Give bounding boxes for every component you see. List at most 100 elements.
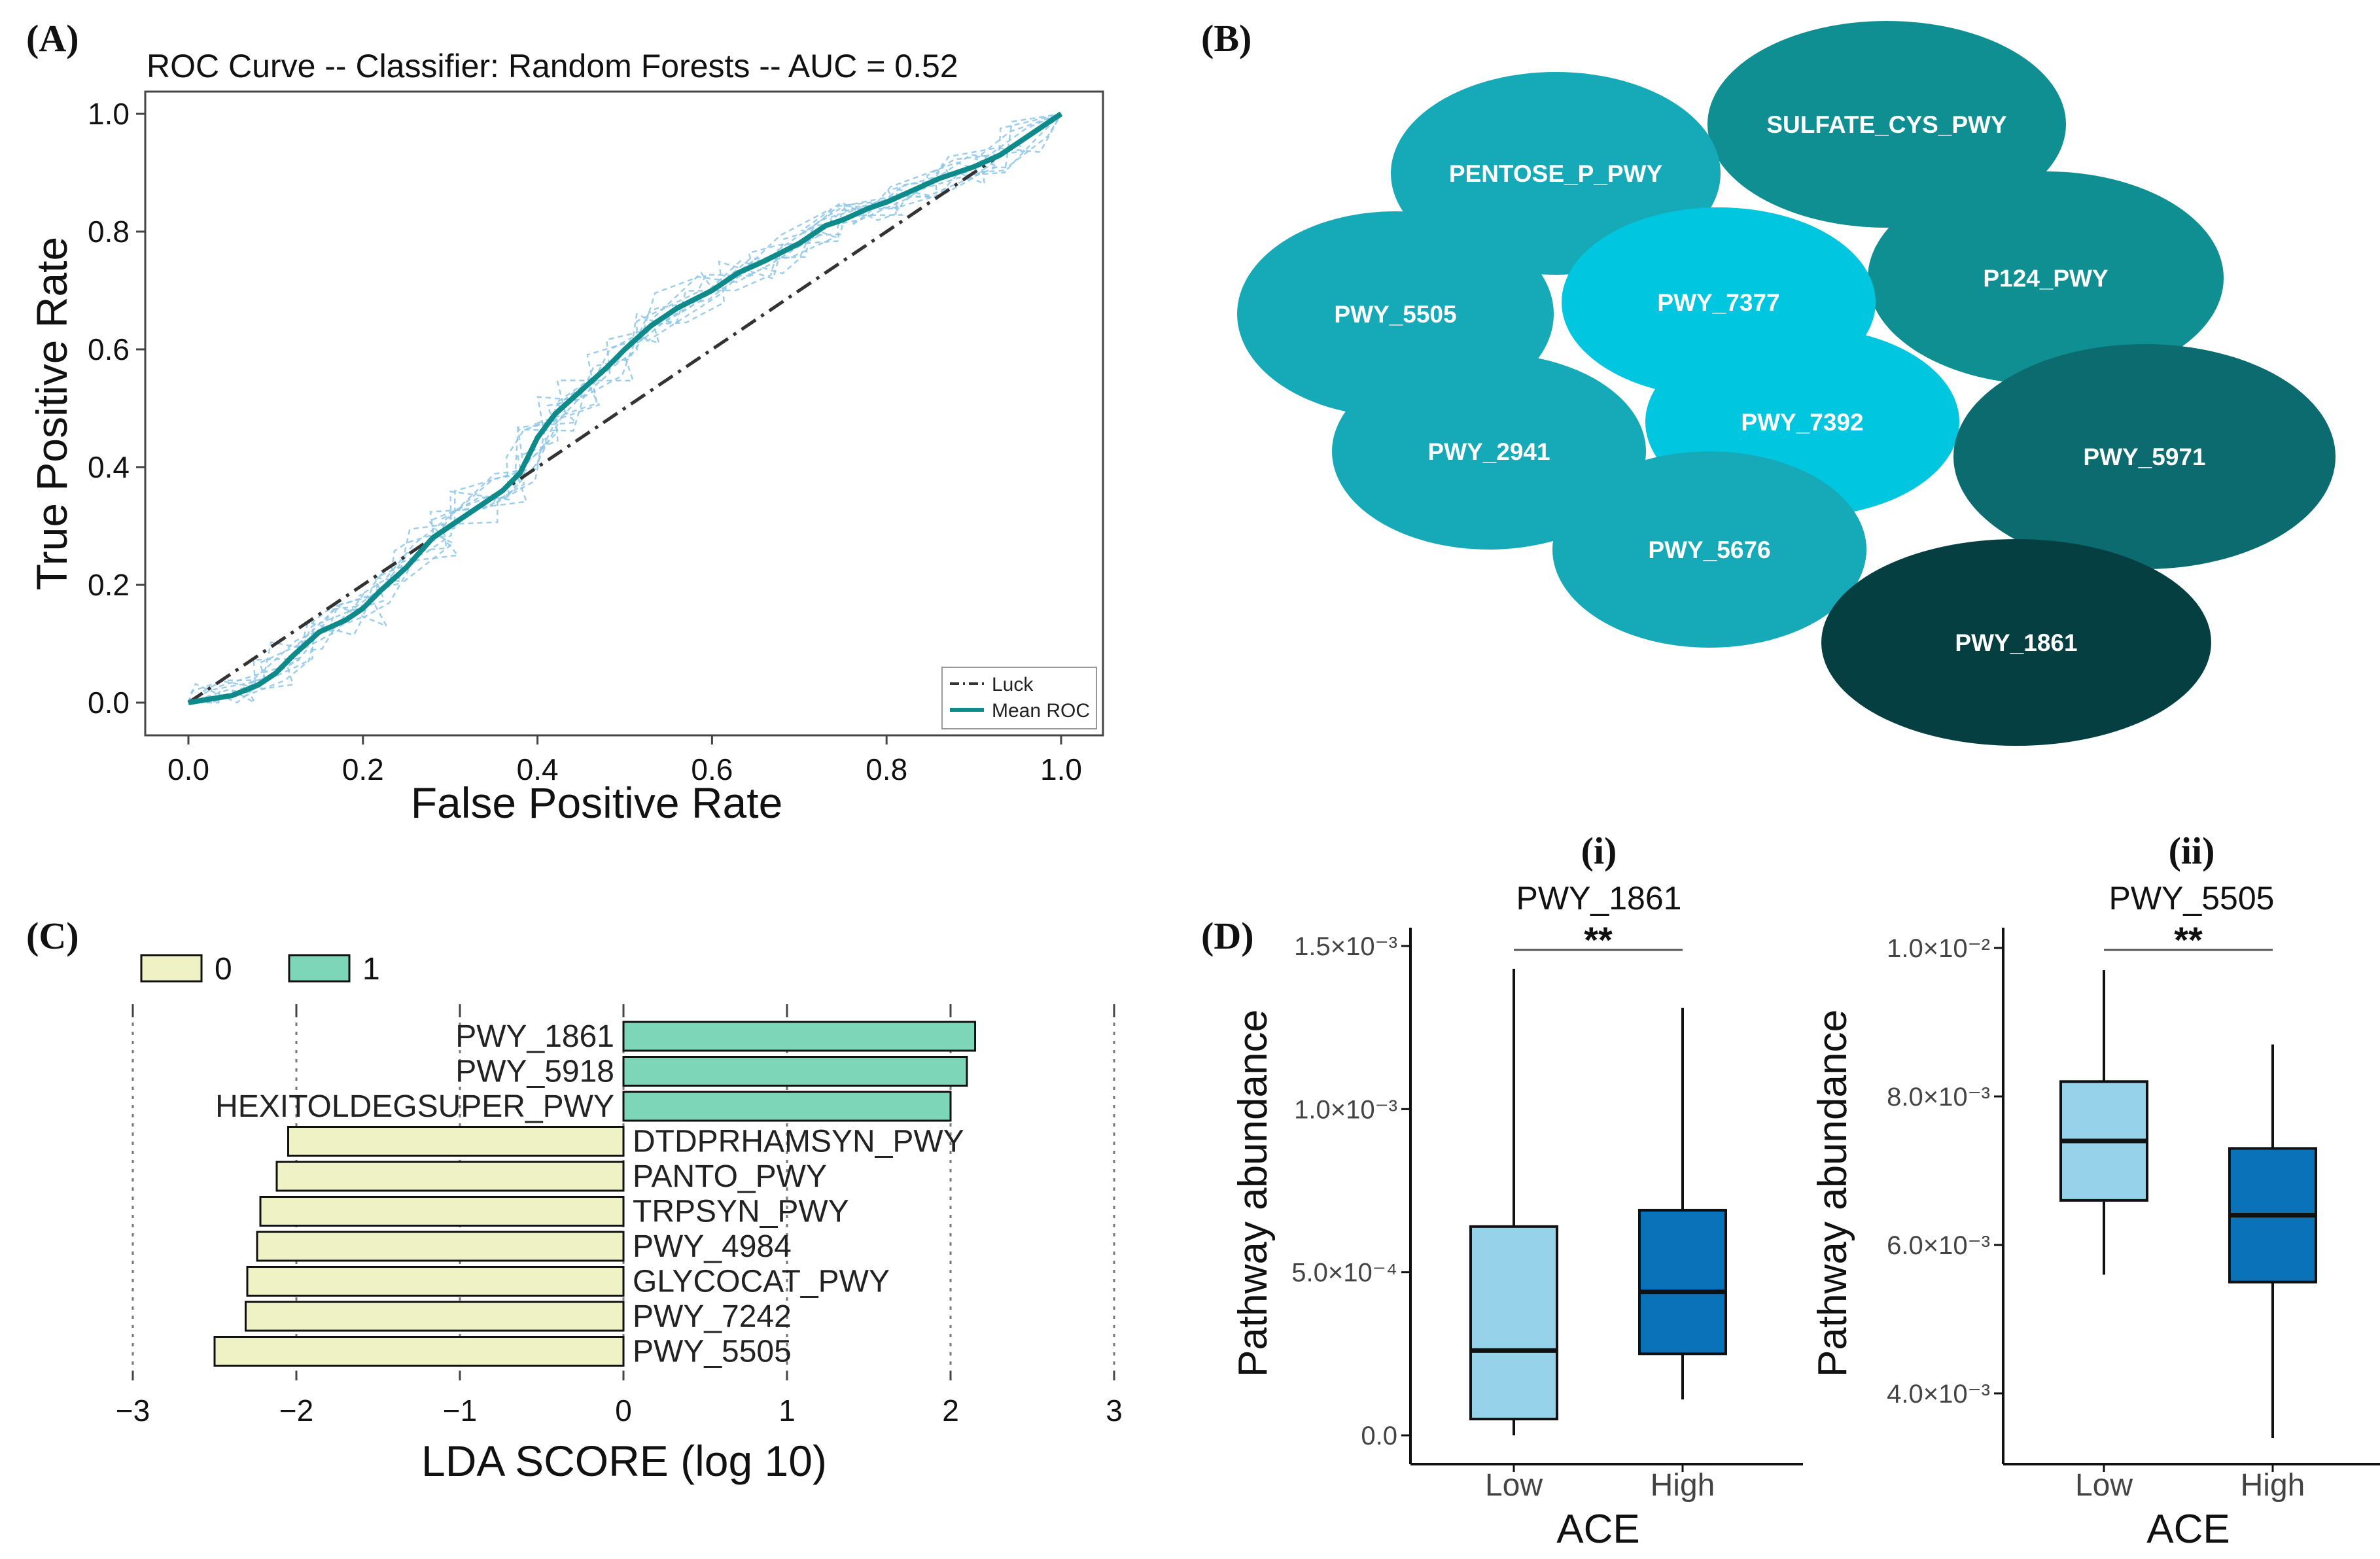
roc-y-tick-label: 0.6: [88, 332, 130, 366]
box-y-tick-label: 8.0×10⁻³: [1887, 1083, 1990, 1112]
bubble-label: P124_PWY: [1983, 265, 2109, 292]
bubble-shape: [1821, 539, 2211, 746]
box-y-tick-label: 0.0: [1361, 1422, 1397, 1450]
panel-c-label: (C): [26, 915, 79, 957]
roc-x-tick-label: 0.0: [167, 752, 209, 786]
lda-bar: [275, 1161, 625, 1192]
subpanel-i-label: (i): [1581, 830, 1617, 872]
panel-a: (A) ROC Curve -- Classifier: Random Fore…: [26, 17, 1104, 827]
bubble-label: PWY_7392: [1741, 409, 1863, 436]
roc-fold-curve: [188, 113, 1062, 705]
bubble-shape: [1953, 344, 2336, 569]
roc-y-ticks: 0.0 0.2 0.4 0.6 0.8 1.0: [88, 97, 145, 720]
lda-x-tick-label: −2: [279, 1393, 313, 1428]
box-y-tick-label: 5.0×10⁻⁴: [1291, 1259, 1397, 1287]
roc-legend-box: [941, 667, 1097, 729]
lda-x-tick-label: 2: [942, 1393, 959, 1428]
box-y-tick-label: 1.0×10⁻³: [1294, 1095, 1397, 1124]
bubble: PWY_1861: [1821, 539, 2211, 746]
lda-bar-label: PWY_5918: [455, 1055, 614, 1089]
legend-group0-label: 0: [215, 952, 232, 987]
box-y-tick-label: 4.0×10⁻³: [1887, 1380, 1990, 1409]
roc-y-tick-label: 0.4: [88, 450, 130, 484]
lda-bar-label: DTDPRHAMSYN_PWY: [633, 1125, 964, 1159]
box-title-pwy-1861: PWY_1861: [1516, 880, 1682, 917]
lda-bar-label: PWY_4984: [633, 1229, 792, 1264]
bubble-shape: [1707, 21, 2066, 228]
box-x-tick-label: Low: [1485, 1468, 1543, 1503]
bubble-label: PENTOSE_P_PWY: [1449, 160, 1663, 187]
lda-bar-label: HEXITOLDEGSUPER_PWY: [215, 1089, 614, 1124]
bubble-label: PWY_5505: [1334, 301, 1456, 328]
boxplot-pwy-5505: 4.0×10⁻³ 6.0×10⁻³ 8.0×10⁻³ 1.0×10⁻² Pathway …: [1810, 919, 2380, 1552]
legend-group0-swatch: [140, 954, 203, 983]
roc-y-tick-label: 0.0: [88, 686, 130, 720]
lda-x-tick-label: 3: [1106, 1393, 1123, 1428]
lda-x-tick-label: 0: [615, 1393, 632, 1428]
bubble: P124_PWY: [1868, 171, 2224, 385]
legend-luck-label: Luck: [992, 674, 1034, 695]
lda-x-axis-label: LDA SCORE (log 10): [421, 1437, 827, 1485]
roc-x-axis-label: False Positive Rate: [411, 779, 783, 827]
roc-x-tick-label: 0.4: [517, 752, 559, 786]
lda-bar-label: PANTO_PWY: [633, 1159, 827, 1194]
lda-bar-label: PWY_1861: [455, 1019, 614, 1054]
panel-b-label: (B): [1201, 17, 1251, 60]
lda-bar: [622, 1091, 952, 1122]
box-x-axis-label: ACE: [1556, 1507, 1639, 1552]
roc-y-axis-label: True Positive Rate: [27, 237, 76, 590]
lda-x-tick-label: −1: [443, 1393, 477, 1428]
roc-y-tick-label: 0.8: [88, 215, 130, 249]
roc-title: ROC Curve -- Classifier: Random Forests …: [147, 48, 958, 84]
panel-b: (B) SULFATE_CYS_PWY PENTOSE_P_PWY P124_PWY…: [1201, 17, 2336, 746]
bubble: PWY_5971: [1953, 344, 2336, 569]
significance-stars: **: [1584, 919, 1613, 960]
legend-group1-swatch: [288, 954, 351, 983]
lda-bar: [213, 1336, 625, 1367]
lda-bar: [287, 1126, 625, 1157]
bubble: PWY_5676: [1552, 451, 1866, 648]
roc-fold-curve: [187, 113, 1062, 704]
lda-legend: 0 1: [140, 952, 380, 987]
box-y-axis-label: Pathway abundance: [1231, 1009, 1276, 1377]
roc-legend: Luck Mean ROC: [941, 667, 1097, 729]
bubble-label: PWY_1861: [1955, 629, 2077, 656]
roc-luck-line: [187, 112, 1062, 705]
box-title-pwy-5505: PWY_5505: [2109, 880, 2275, 917]
box-iqr: [1638, 1208, 1727, 1356]
legend-group1-label: 1: [362, 952, 380, 987]
roc-plot-frame: [144, 90, 1104, 737]
box-y-tick-label: 1.0×10⁻²: [1887, 934, 1990, 963]
box-y-tick-label: 6.0×10⁻³: [1887, 1231, 1990, 1260]
lda-bar-label: TRPSYN_PWY: [633, 1195, 849, 1229]
significance-stars: **: [2174, 919, 2203, 960]
roc-fold-curve: [188, 113, 1062, 704]
box-y-tick-label: 1.5×10⁻³: [1294, 932, 1397, 961]
roc-fold-curve: [187, 113, 1062, 703]
panel-d-label: (D): [1201, 915, 1254, 957]
bubble-label: SULFATE_CYS_PWY: [1766, 111, 2007, 138]
panel-a-label: (A): [26, 17, 79, 60]
box-iqr: [1469, 1225, 1558, 1421]
lda-bar-label: GLYCOCAT_PWY: [633, 1265, 890, 1299]
lda-x-tick-label: 1: [779, 1393, 796, 1428]
roc-fold-curve: [188, 113, 1062, 704]
bubble-label: PWY_5971: [2083, 444, 2205, 470]
bubble-label: PWY_2941: [1427, 438, 1550, 465]
box-x-tick-label: Low: [2075, 1468, 2133, 1503]
box-x-tick-label: High: [2241, 1468, 2305, 1503]
bubble-shape: [1332, 353, 1646, 550]
bubble-label: PWY_5676: [1648, 536, 1770, 563]
legend-mean-roc-label: Mean ROC: [992, 700, 1090, 722]
lda-bar: [622, 1021, 976, 1052]
lda-bar-label: PWY_7242: [633, 1299, 792, 1334]
roc-x-tick-label: 0.6: [691, 752, 733, 786]
roc-x-tick-label: 0.8: [866, 752, 907, 786]
bubble: SULFATE_CYS_PWY: [1707, 21, 2066, 228]
lda-bar: [622, 1056, 968, 1087]
box-x-axis-label: ACE: [2146, 1507, 2230, 1552]
lda-bar: [246, 1266, 625, 1297]
bubble-shape: [1552, 451, 1866, 648]
